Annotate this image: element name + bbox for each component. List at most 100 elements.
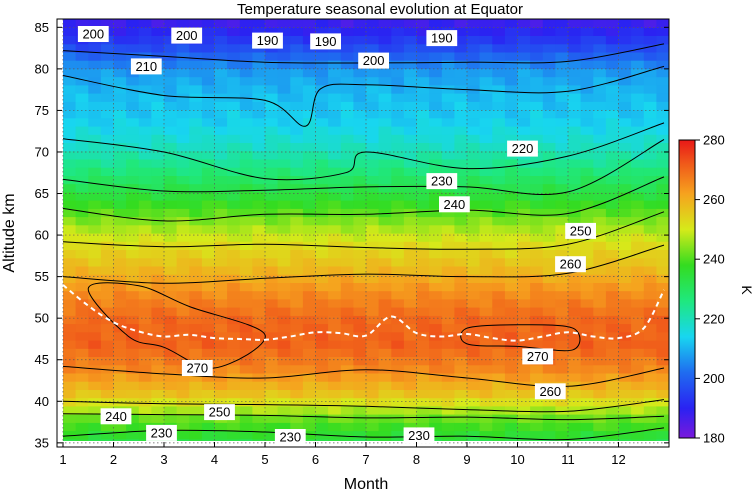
heat-cell (63, 356, 77, 366)
heat-cell (227, 422, 241, 432)
heat-cell (492, 249, 506, 259)
heat-cell (631, 208, 645, 218)
heat-cell (252, 414, 266, 423)
heat-cell (63, 290, 77, 300)
heat-cell (467, 265, 481, 275)
heat-cell (530, 84, 544, 94)
heat-cell (252, 126, 266, 135)
heat-cell (201, 134, 216, 143)
heat-cell (580, 208, 594, 218)
heat-cell (75, 364, 89, 374)
heat-cell (151, 340, 165, 349)
heat-cell (479, 430, 493, 440)
heat-cell (643, 364, 657, 374)
heat-cell (353, 414, 367, 423)
heat-cell (214, 249, 228, 259)
heat-cell (479, 35, 493, 45)
heat-cell (618, 142, 632, 152)
heat-cell (593, 422, 607, 432)
heat-cell (138, 422, 152, 432)
heat-cell (403, 372, 418, 382)
heat-cell (467, 208, 481, 218)
heat-cell (555, 134, 569, 143)
heat-cell (302, 315, 317, 325)
heat-cell (302, 381, 317, 390)
heat-cell (164, 27, 178, 36)
heat-cell (227, 126, 241, 135)
heat-cell (227, 290, 241, 300)
heat-cell (88, 241, 102, 250)
heat-cell (164, 315, 178, 325)
heat-cell (542, 422, 556, 432)
heat-cell (340, 109, 354, 119)
heat-cell (113, 331, 127, 341)
heat-cell (391, 372, 405, 382)
heat-cell (517, 101, 531, 111)
heat-cell (189, 200, 203, 209)
heat-cell (113, 60, 127, 69)
heat-cell (631, 150, 645, 160)
heat-cell (151, 208, 165, 218)
heat-cell (643, 93, 657, 102)
heat-cell (605, 216, 620, 226)
heat-cell (429, 224, 443, 234)
heat-cell (517, 167, 531, 176)
heat-cell (315, 414, 329, 423)
heat-cell (631, 331, 645, 341)
heat-cell (631, 167, 645, 176)
heat-cell (164, 68, 178, 78)
colorbar-tick-label: 280 (703, 133, 725, 148)
heat-cell (239, 331, 253, 341)
heat-cell (252, 340, 266, 349)
heat-cell (75, 142, 89, 152)
heat-cell (605, 84, 620, 94)
chart-title: Temperature seasonal evolution at Equato… (237, 1, 523, 18)
heat-cell (542, 93, 556, 102)
heat-cell (378, 191, 392, 201)
heat-cell (164, 381, 178, 390)
heat-cell (138, 150, 152, 160)
contour-label-box (77, 26, 109, 42)
heat-cell (302, 290, 317, 300)
heat-cell (353, 200, 367, 209)
heat-cell (88, 331, 102, 341)
heat-cell (353, 331, 367, 341)
heat-cell (618, 200, 632, 209)
heat-cell (441, 298, 455, 308)
heat-cell (479, 19, 493, 28)
heat-cell (88, 298, 102, 308)
heat-cell (467, 389, 481, 399)
heat-cell (75, 340, 89, 349)
heat-cell (391, 356, 405, 366)
heat-cell (227, 101, 241, 111)
heat-cell (353, 389, 367, 399)
heat-cell (593, 282, 607, 292)
heat-cell (593, 372, 607, 382)
heat-cell (643, 76, 657, 86)
heat-cell (555, 167, 569, 176)
heat-cell (138, 298, 152, 308)
heat-cell (176, 60, 190, 69)
heat-cell (542, 216, 556, 226)
heat-cell (391, 191, 405, 201)
heat-cell (227, 340, 241, 349)
heat-cell (113, 298, 127, 308)
heat-cell (164, 389, 178, 399)
heat-cell (492, 438, 506, 441)
heat-cell (530, 76, 544, 86)
heat-cell (151, 356, 165, 366)
heat-cell (265, 430, 279, 440)
heat-cell (189, 405, 203, 415)
heat-cell (378, 389, 392, 399)
heat-cell (63, 126, 77, 135)
heat-cell (265, 422, 279, 432)
heat-cell (315, 19, 329, 28)
heat-cell (201, 27, 216, 36)
heat-cell (631, 216, 645, 226)
heat-cell (340, 224, 354, 234)
heat-cell (517, 381, 531, 390)
heat-cell (277, 315, 291, 325)
heat-cell (454, 101, 468, 111)
heat-cell (214, 307, 228, 316)
heat-cell (429, 249, 443, 259)
